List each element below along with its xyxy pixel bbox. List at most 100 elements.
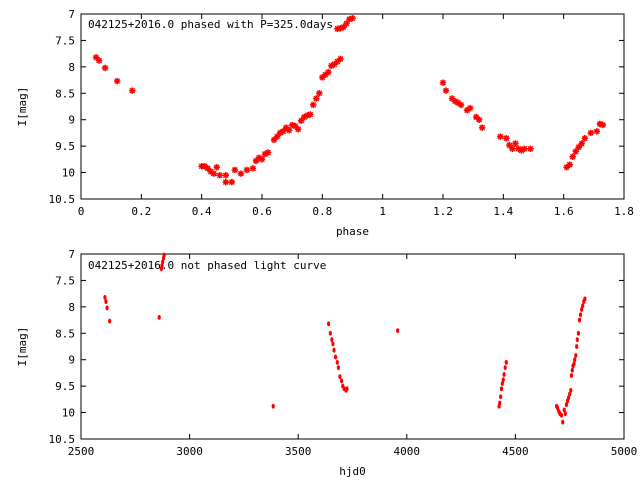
data-point	[332, 347, 336, 353]
y-tick-label: 8.5	[55, 327, 75, 340]
data-point	[439, 79, 447, 86]
data-point	[285, 127, 293, 134]
data-point	[157, 315, 161, 320]
data-point	[593, 128, 601, 135]
y-tick-label: 10.5	[49, 433, 76, 446]
y-tick-label: 7	[68, 8, 75, 21]
y-tick-label: 7.5	[55, 274, 75, 287]
data-point	[572, 361, 576, 367]
data-point	[336, 365, 340, 371]
data-point	[568, 391, 572, 397]
data-point	[295, 126, 302, 133]
y-tick-label: 8	[68, 301, 75, 314]
data-point	[499, 394, 503, 400]
data-point	[570, 367, 574, 373]
data-point	[504, 359, 508, 365]
y-tick-label: 9.5	[55, 380, 75, 393]
y-tick-label: 9.5	[55, 140, 75, 153]
data-point	[499, 386, 504, 392]
data-point	[575, 344, 579, 349]
data-point	[476, 116, 483, 123]
data-point	[498, 400, 502, 406]
data-point	[521, 145, 528, 152]
data-point	[564, 402, 569, 408]
data-point	[105, 305, 109, 311]
x-tick-label: 1.4	[493, 205, 513, 218]
x-tick-label: 0.2	[131, 205, 151, 218]
data-point	[264, 149, 272, 156]
y-axis-label: I[mag]	[16, 327, 29, 367]
x-tick-label: 4500	[502, 445, 529, 458]
data-point	[213, 164, 220, 171]
data-point	[307, 111, 314, 118]
data-point	[333, 354, 338, 360]
data-point	[561, 419, 565, 425]
data-point	[479, 124, 486, 131]
data-point	[316, 90, 323, 97]
data-point	[502, 372, 506, 377]
data-point	[599, 121, 607, 129]
phased-light-curve-panel: 0 0.2 0.4 0.6 0.8 1 1.2 1.4 1.6 1.8 7 7.5 8 8.5 9 9.5 10…	[16, 8, 634, 238]
data-point	[501, 377, 505, 383]
data-point	[129, 87, 136, 94]
data-point	[216, 172, 223, 179]
x-tick-label: 0.8	[312, 205, 332, 218]
y-tick-label: 10.5	[49, 193, 76, 206]
data-point	[442, 87, 450, 94]
data-point	[210, 170, 217, 177]
data-point	[343, 20, 350, 27]
data-point	[271, 403, 275, 409]
data-point	[566, 161, 573, 168]
data-point	[466, 104, 474, 112]
chart-title: 042125+2016.0 phased with P=325.0days	[88, 18, 333, 31]
data-point	[562, 407, 566, 413]
data-point	[512, 140, 519, 147]
data-point	[160, 263, 164, 269]
data-point	[330, 337, 334, 343]
y-tick-label: 9	[68, 114, 75, 127]
data-point	[457, 101, 465, 109]
data-point	[396, 328, 400, 334]
data-point	[337, 55, 344, 63]
data-point	[258, 156, 266, 163]
data-point	[569, 373, 574, 378]
data-point	[569, 153, 576, 160]
data-point	[569, 387, 573, 393]
x-tick-label: 3500	[285, 445, 312, 458]
y-tick-label: 7.5	[55, 34, 75, 47]
data-point	[95, 57, 103, 64]
data-point	[578, 312, 583, 318]
x-tick-label: 0.4	[192, 205, 212, 218]
x-tick-label: 3000	[176, 445, 203, 458]
data-point	[573, 357, 577, 363]
data-point	[231, 166, 239, 174]
data-point	[313, 95, 320, 102]
data-point	[161, 259, 165, 265]
plot-frame	[80, 253, 625, 440]
data-point	[574, 353, 578, 358]
data-point	[349, 15, 356, 22]
x-tick-label: 0	[78, 205, 85, 218]
data-point	[222, 178, 229, 186]
data-point	[580, 307, 584, 312]
y-tick-label: 8.5	[55, 87, 75, 100]
data-point	[567, 395, 571, 401]
chart-title: 042125+2016.0 not phased light curve	[88, 259, 326, 272]
plot-frame	[80, 13, 625, 200]
data-point	[243, 166, 251, 174]
data-point	[577, 317, 582, 323]
data-point	[527, 145, 534, 152]
x-tick-label: 0.6	[252, 205, 272, 218]
data-point	[103, 294, 107, 300]
data-point	[328, 330, 332, 336]
unphased-light-curve-panel: 2500 3000 3500 4000 4500 5000 7 7.5 8 8.5 9 9.5 10 10…	[16, 248, 637, 478]
data-point	[228, 178, 236, 186]
x-tick-label: 1.8	[614, 205, 634, 218]
x-tick-label: 2500	[68, 445, 95, 458]
x-tick-label: 1.2	[433, 205, 453, 218]
data-point	[581, 303, 585, 309]
x-axis-label: hjd0	[339, 465, 366, 478]
data-point	[340, 378, 344, 384]
data-point	[583, 296, 587, 302]
data-point	[327, 321, 331, 327]
